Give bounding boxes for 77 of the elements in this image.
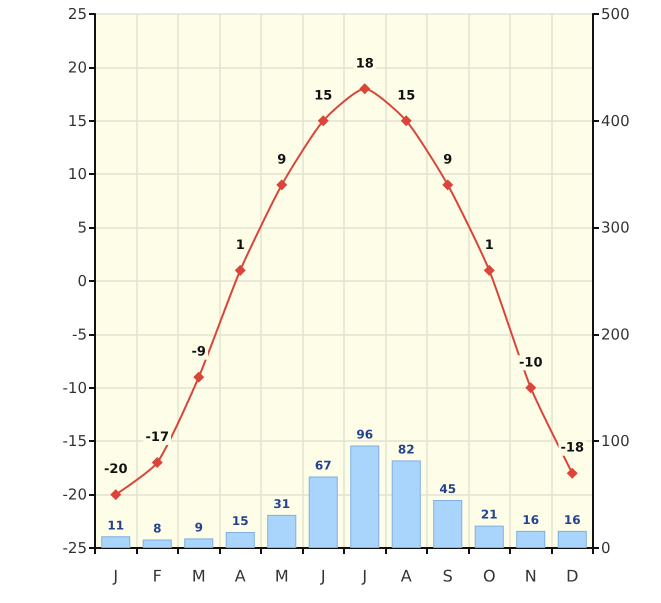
data-label: 1 <box>484 238 494 253</box>
x-tick-label: S <box>442 566 453 586</box>
data-label: 9 <box>443 152 452 168</box>
x-tick-label: F <box>152 566 162 586</box>
data-label: 67 <box>314 458 332 472</box>
point <box>318 115 329 126</box>
bar <box>474 526 504 548</box>
point <box>359 83 370 94</box>
data-label: -9 <box>192 344 206 360</box>
data-label: 96 <box>356 427 374 442</box>
point <box>442 179 454 190</box>
x-tick-label: M <box>274 566 289 586</box>
y-tick-label: -5 <box>72 325 87 344</box>
point <box>484 264 495 276</box>
data-label: 31 <box>273 496 290 511</box>
y2-tick-label: 300 <box>601 218 630 237</box>
data-label: 8 <box>153 521 162 536</box>
data-label: 45 <box>439 482 456 496</box>
y-tick-label: 5 <box>77 218 87 237</box>
data-label: -18 <box>560 440 584 456</box>
bar <box>350 445 380 548</box>
x-tick-label: O <box>482 566 496 586</box>
y2-tick-label: 400 <box>601 112 630 130</box>
y-tick-label: 10 <box>68 165 87 184</box>
y2-tick-label: 500 <box>601 5 630 23</box>
y-tick-label: -25 <box>62 539 87 557</box>
bar <box>558 530 587 548</box>
y2-tick-label: 0 <box>601 539 611 557</box>
x-tick-label: A <box>400 566 412 586</box>
point <box>234 264 246 276</box>
x-tick-label: A <box>234 566 246 586</box>
bar <box>392 460 421 548</box>
data-label: 15 <box>397 88 416 104</box>
bar <box>226 532 255 548</box>
data-label: 21 <box>480 508 498 522</box>
y-tick-label: -10 <box>62 378 87 397</box>
data-label: 16 <box>522 512 540 527</box>
bar <box>184 538 214 548</box>
data-label: 18 <box>356 56 374 72</box>
point <box>276 179 288 190</box>
data-label: -20 <box>104 462 128 478</box>
y-tick-label: -20 <box>62 486 87 504</box>
data-label: 15 <box>232 514 249 528</box>
data-label: 11 <box>107 518 124 532</box>
data-label: 9 <box>277 152 286 168</box>
y2-tick-label: 100 <box>601 432 630 450</box>
point <box>400 115 412 126</box>
bar <box>101 536 130 548</box>
x-tick-label: J <box>112 566 118 586</box>
bar <box>308 476 338 548</box>
bar <box>516 530 546 548</box>
x-tick-label: J <box>361 566 368 586</box>
y-tick-label: -15 <box>62 432 87 450</box>
data-label: 15 <box>314 88 332 104</box>
x-tick-label: D <box>566 566 578 586</box>
data-label: 9 <box>194 520 203 534</box>
bar <box>142 539 172 548</box>
bar <box>267 514 296 548</box>
point <box>110 489 122 500</box>
data-label: 1 <box>236 238 245 253</box>
y-tick-label: 20 <box>68 58 87 76</box>
x-tick-label: M <box>192 566 206 586</box>
data-label: 16 <box>564 512 581 527</box>
y-tick-label: 15 <box>68 112 87 130</box>
y2-tick-label: 200 <box>601 325 630 344</box>
point <box>193 372 204 383</box>
point <box>566 468 578 479</box>
bar <box>433 500 462 548</box>
y-tick-label: 0 <box>77 272 87 290</box>
point <box>152 457 163 468</box>
data-label: -17 <box>146 430 169 446</box>
data-label: -10 <box>519 355 542 370</box>
y-tick-label: 25 <box>68 5 87 23</box>
x-tick-label: N <box>524 566 537 586</box>
x-tick-label: J <box>320 566 326 586</box>
point <box>525 382 536 394</box>
data-label: 82 <box>398 442 415 456</box>
